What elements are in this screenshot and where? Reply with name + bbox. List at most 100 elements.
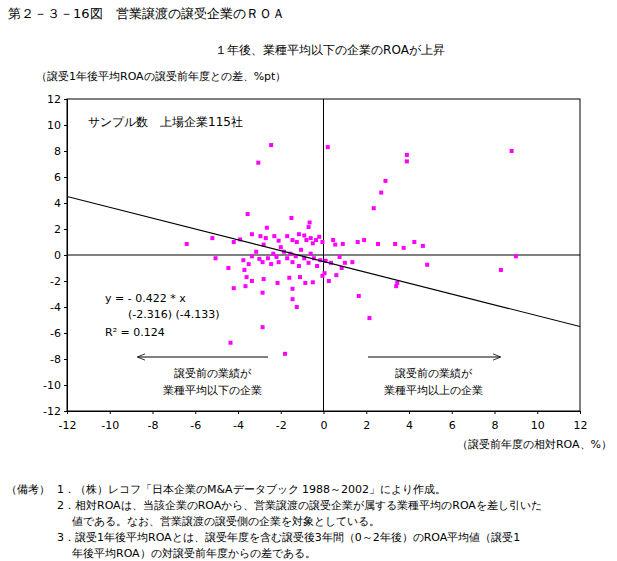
note-line: 2．相対ROAは、当該企業のROAから、営業譲渡の譲受企業が属する業種平均のRO… [57,499,542,512]
note-line: 3．譲受1年後平均ROAとは、譲受年度を含む譲受後3年間（0～2年後）のROA平… [57,531,520,544]
y-tick: -10 [43,379,67,392]
scatter-point [425,263,429,267]
scatter-point [320,274,324,278]
y-tick-label: 6 [54,171,61,184]
subtitle: １年後、業種平均以下の企業のROAが上昇 [215,43,445,57]
y-tick: 2 [54,223,67,236]
scatter-point [214,256,218,260]
annotation-equation: R² = 0.124 [105,326,165,339]
y-tick-label: -6 [50,327,61,340]
y-tick-mark [64,203,67,204]
y-tick-mark [64,385,67,386]
y-axis: -12-10-8-6-4-2024681012 [43,93,67,418]
x-axis-line [68,412,581,415]
annotation-left: 業種平均以下の企業 [163,384,262,397]
y-tick-label: 2 [54,223,61,236]
y-tick-mark [64,125,67,126]
scatter-point [405,153,409,157]
scatter-point [232,240,236,244]
scatter-point [402,246,406,250]
x-tick-mark [110,411,111,414]
scatter-point [250,232,254,236]
x-tick-mark [537,411,538,414]
x-tick-label: -2 [276,419,287,432]
y-tick-mark [64,281,67,282]
y-tick-mark [64,411,67,412]
y-tick-label: -2 [50,275,61,288]
scatter-point [338,255,342,259]
x-tick-label: 12 [574,419,588,432]
scatter-point [510,149,514,153]
note-line: 年後平均ROA）の対譲受前年度からの差である。 [72,547,316,560]
scatter-point [242,268,246,272]
scatter-point [326,145,330,149]
scatter-point [311,280,315,284]
scatter-point [309,236,313,240]
scatter-point [279,245,283,249]
scatter-point [262,277,266,281]
scatter-point [291,297,295,301]
y-tick-label: -12 [43,405,61,418]
scatter-point [320,240,324,244]
scatter-point [309,252,313,256]
scatter-point [297,264,301,268]
background [0,0,617,561]
scatter-point [229,341,233,345]
scatter-point [298,275,302,279]
x-tick: 4 [406,411,413,432]
scatter-point [334,273,338,277]
title: 第２－３－16図 営業譲渡の譲受企業のＲＯＡ [8,6,285,21]
scatter-point [285,256,289,260]
scatter-point [295,305,299,309]
scatter-point [395,281,399,285]
scatter-point [269,262,273,266]
scatter-point [303,281,307,285]
x-tick-mark [452,411,453,414]
y-tick-mark [64,177,67,178]
y-tick-label: -10 [43,379,61,392]
scatter-point [297,232,301,236]
scatter-point [367,316,371,320]
note-line: 値である。なお、営業譲渡の譲受側の企業を対象としている。 [72,515,380,528]
annotation-sample: サンプル数 上場企業115社 [88,115,243,129]
x-tick: 10 [531,411,545,432]
scatter-point [276,281,280,285]
y-zero-line [67,255,580,256]
x-tick-label: 4 [406,419,413,432]
x-tick-mark [409,411,410,414]
x-tick-label: -6 [190,419,201,432]
scatter-point [499,268,503,272]
x-tick-mark [366,411,367,414]
y-tick-label: 8 [54,145,61,158]
scatter-point [362,238,366,242]
scatter-point [256,161,260,165]
x-tick-label: -8 [148,419,159,432]
x-tick-label: -12 [59,419,77,432]
annotation-left: 譲受前の業績が [174,367,252,380]
y-tick-mark [64,151,67,152]
scatter-point [315,264,319,268]
scatter-point [264,236,268,240]
y-tick-mark [64,99,67,100]
x-tick: -8 [148,411,159,432]
x-tick-label: 0 [321,419,328,432]
y-tick-label: -4 [50,301,61,314]
scatter-point [258,234,262,238]
x-tick: 12 [574,411,588,432]
x-axis-title: （譲受前年度の相対ROA、%） [457,438,612,451]
scatter-point [356,240,360,244]
scatter-point [379,191,383,195]
scatter-point [272,234,276,238]
scatter-point [185,242,189,246]
scatter-point [341,242,345,246]
y-tick-mark [64,359,67,360]
scatter-point [331,238,335,242]
y-tick-label: 0 [54,249,61,262]
scatter-point [291,238,295,242]
scatter-point [250,279,254,283]
scatter-point [302,234,306,238]
plot-area [67,143,580,356]
x-tick-label: 8 [492,419,499,432]
scatter-point [405,159,409,163]
scatter-point [261,291,265,295]
